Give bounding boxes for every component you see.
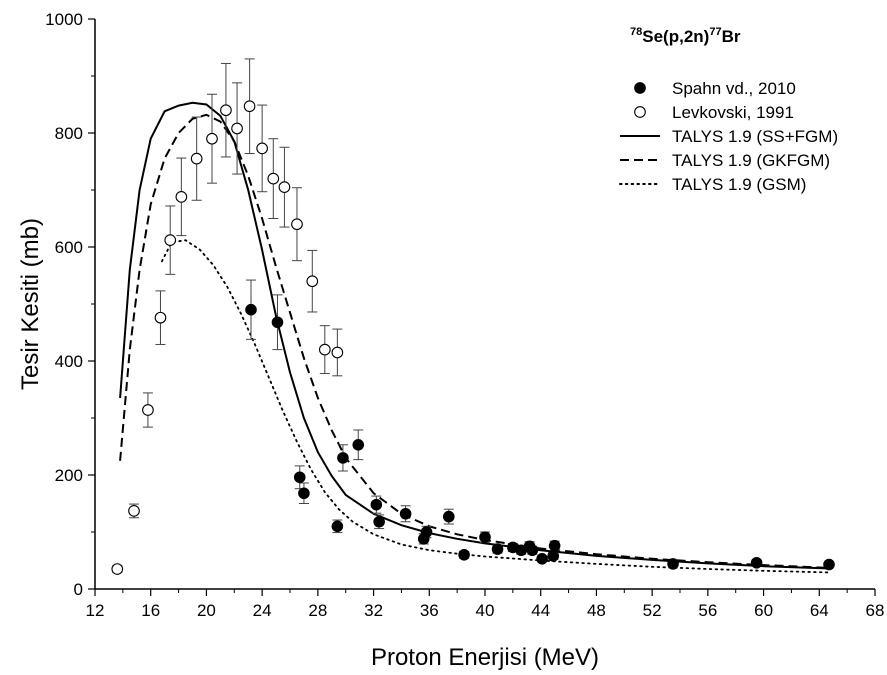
- point-levkovski: [142, 404, 154, 416]
- legend-label: TALYS 1.9 (GKFGM): [672, 151, 830, 170]
- point-levkovski: [128, 505, 140, 517]
- point-spahn: [245, 303, 257, 316]
- x-tick-label: 16: [141, 601, 160, 620]
- point-spahn: [293, 471, 306, 484]
- legend-marker: [634, 106, 646, 118]
- y-tick-label: 200: [55, 466, 83, 485]
- x-tick-label: 40: [476, 601, 495, 620]
- point-levkovski: [220, 104, 232, 117]
- point-spahn: [750, 556, 763, 569]
- point-levkovski: [164, 234, 177, 247]
- x-tick-label: 48: [587, 601, 606, 620]
- x-tick-label: 12: [86, 601, 105, 620]
- x-tick-label: 52: [643, 601, 662, 620]
- point-levkovski: [154, 311, 167, 324]
- legend-label: Levkovski, 1991: [672, 103, 794, 122]
- point-levkovski: [267, 172, 280, 185]
- legend-label: TALYS 1.9 (GSM): [672, 175, 806, 194]
- point-spahn: [337, 452, 349, 464]
- point-levkovski: [206, 132, 218, 145]
- y-tick-label: 400: [55, 352, 83, 371]
- point-spahn: [823, 558, 835, 571]
- point-spahn: [547, 550, 560, 562]
- point-spahn: [399, 507, 412, 520]
- y-tick-label: 600: [55, 238, 83, 257]
- point-spahn: [548, 539, 561, 552]
- point-spahn: [373, 515, 385, 528]
- x-axis-ticks: 12 16 20 24 28 32 36 40 44 48 52 56 60 64 68: [86, 589, 885, 620]
- point-spahn: [352, 438, 365, 451]
- x-tick-label: 20: [197, 601, 216, 620]
- point-spahn: [536, 552, 548, 565]
- x-tick-label: 56: [698, 601, 717, 620]
- x-tick-label: 60: [754, 601, 773, 620]
- point-levkovski: [243, 100, 256, 113]
- series-line-2: [119, 101, 831, 570]
- point-levkovski: [291, 218, 303, 231]
- point-levkovski: [331, 346, 344, 359]
- point-levkovski: [278, 181, 291, 193]
- point-spahn: [331, 520, 344, 533]
- point-levkovski: [175, 190, 188, 203]
- legend: Spahn vd., 2010 Levkovski, 1991 TALYS 1.9 …: [619, 79, 838, 194]
- y-axis-ticks: 0 200 400 600 800 1000: [45, 10, 95, 599]
- x-tick-label: 28: [308, 601, 327, 620]
- x-tick-label: 24: [253, 601, 272, 620]
- legend-label: TALYS 1.9 (SS+FGM): [672, 127, 838, 146]
- y-tick-label: 1000: [45, 10, 83, 29]
- x-tick-label: 68: [866, 601, 885, 620]
- x-tick-label: 36: [420, 601, 439, 620]
- point-levkovski: [231, 122, 243, 135]
- point-levkovski: [256, 142, 268, 155]
- point-spahn: [271, 316, 284, 329]
- point-spahn: [491, 543, 504, 555]
- y-axis-title: Tesir Kesiti (mb): [17, 218, 44, 390]
- y-tick-label: 800: [55, 124, 83, 143]
- point-spahn: [458, 549, 470, 561]
- point-spahn: [370, 498, 383, 511]
- point-spahn: [420, 526, 433, 538]
- point-spahn: [298, 487, 310, 500]
- point-spahn: [667, 558, 679, 570]
- legend-label: Spahn vd., 2010: [672, 79, 796, 98]
- point-spahn: [442, 510, 455, 523]
- curves-layer: [119, 101, 832, 574]
- legend-marker: [634, 82, 646, 94]
- x-tick-label: 32: [364, 601, 383, 620]
- point-levkovski: [111, 563, 124, 575]
- point-levkovski: [190, 152, 203, 165]
- point-levkovski: [318, 343, 331, 356]
- chart-title: 78Se(p,2n)77Br: [630, 26, 741, 46]
- x-tick-label: 44: [531, 601, 550, 620]
- point-spahn: [479, 531, 491, 543]
- x-axis-title: Proton Enerjisi (MeV): [371, 644, 599, 671]
- series-line-4: [161, 239, 832, 574]
- y-tick-label: 0: [74, 580, 83, 599]
- markers-layer: [111, 100, 835, 575]
- point-spahn: [526, 544, 539, 557]
- point-levkovski: [306, 275, 319, 288]
- x-tick-label: 64: [810, 601, 829, 620]
